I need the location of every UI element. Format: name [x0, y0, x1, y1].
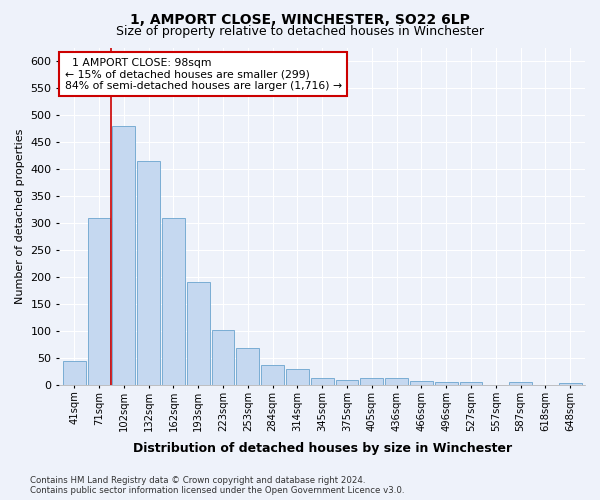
Bar — [385, 378, 408, 385]
Bar — [212, 330, 235, 385]
Y-axis label: Number of detached properties: Number of detached properties — [15, 128, 25, 304]
Text: Contains HM Land Registry data © Crown copyright and database right 2024.: Contains HM Land Registry data © Crown c… — [30, 476, 365, 485]
Bar — [187, 282, 209, 385]
Bar — [559, 384, 581, 385]
Bar — [311, 378, 334, 385]
X-axis label: Distribution of detached houses by size in Winchester: Distribution of detached houses by size … — [133, 442, 512, 455]
Text: Size of property relative to detached houses in Winchester: Size of property relative to detached ho… — [116, 25, 484, 38]
Text: 1 AMPORT CLOSE: 98sqm
← 15% of detached houses are smaller (299)
84% of semi-det: 1 AMPORT CLOSE: 98sqm ← 15% of detached … — [65, 58, 342, 91]
Bar — [361, 378, 383, 385]
Bar — [88, 218, 110, 385]
Bar — [261, 365, 284, 385]
Bar — [63, 360, 86, 385]
Bar — [137, 161, 160, 385]
Text: Contains public sector information licensed under the Open Government Licence v3: Contains public sector information licen… — [30, 486, 404, 495]
Bar — [112, 126, 135, 385]
Bar — [286, 369, 309, 385]
Bar — [435, 382, 458, 385]
Bar — [236, 348, 259, 385]
Text: 1, AMPORT CLOSE, WINCHESTER, SO22 6LP: 1, AMPORT CLOSE, WINCHESTER, SO22 6LP — [130, 12, 470, 26]
Bar — [162, 218, 185, 385]
Bar — [460, 382, 482, 385]
Bar — [509, 382, 532, 385]
Bar — [335, 380, 358, 385]
Bar — [410, 380, 433, 385]
